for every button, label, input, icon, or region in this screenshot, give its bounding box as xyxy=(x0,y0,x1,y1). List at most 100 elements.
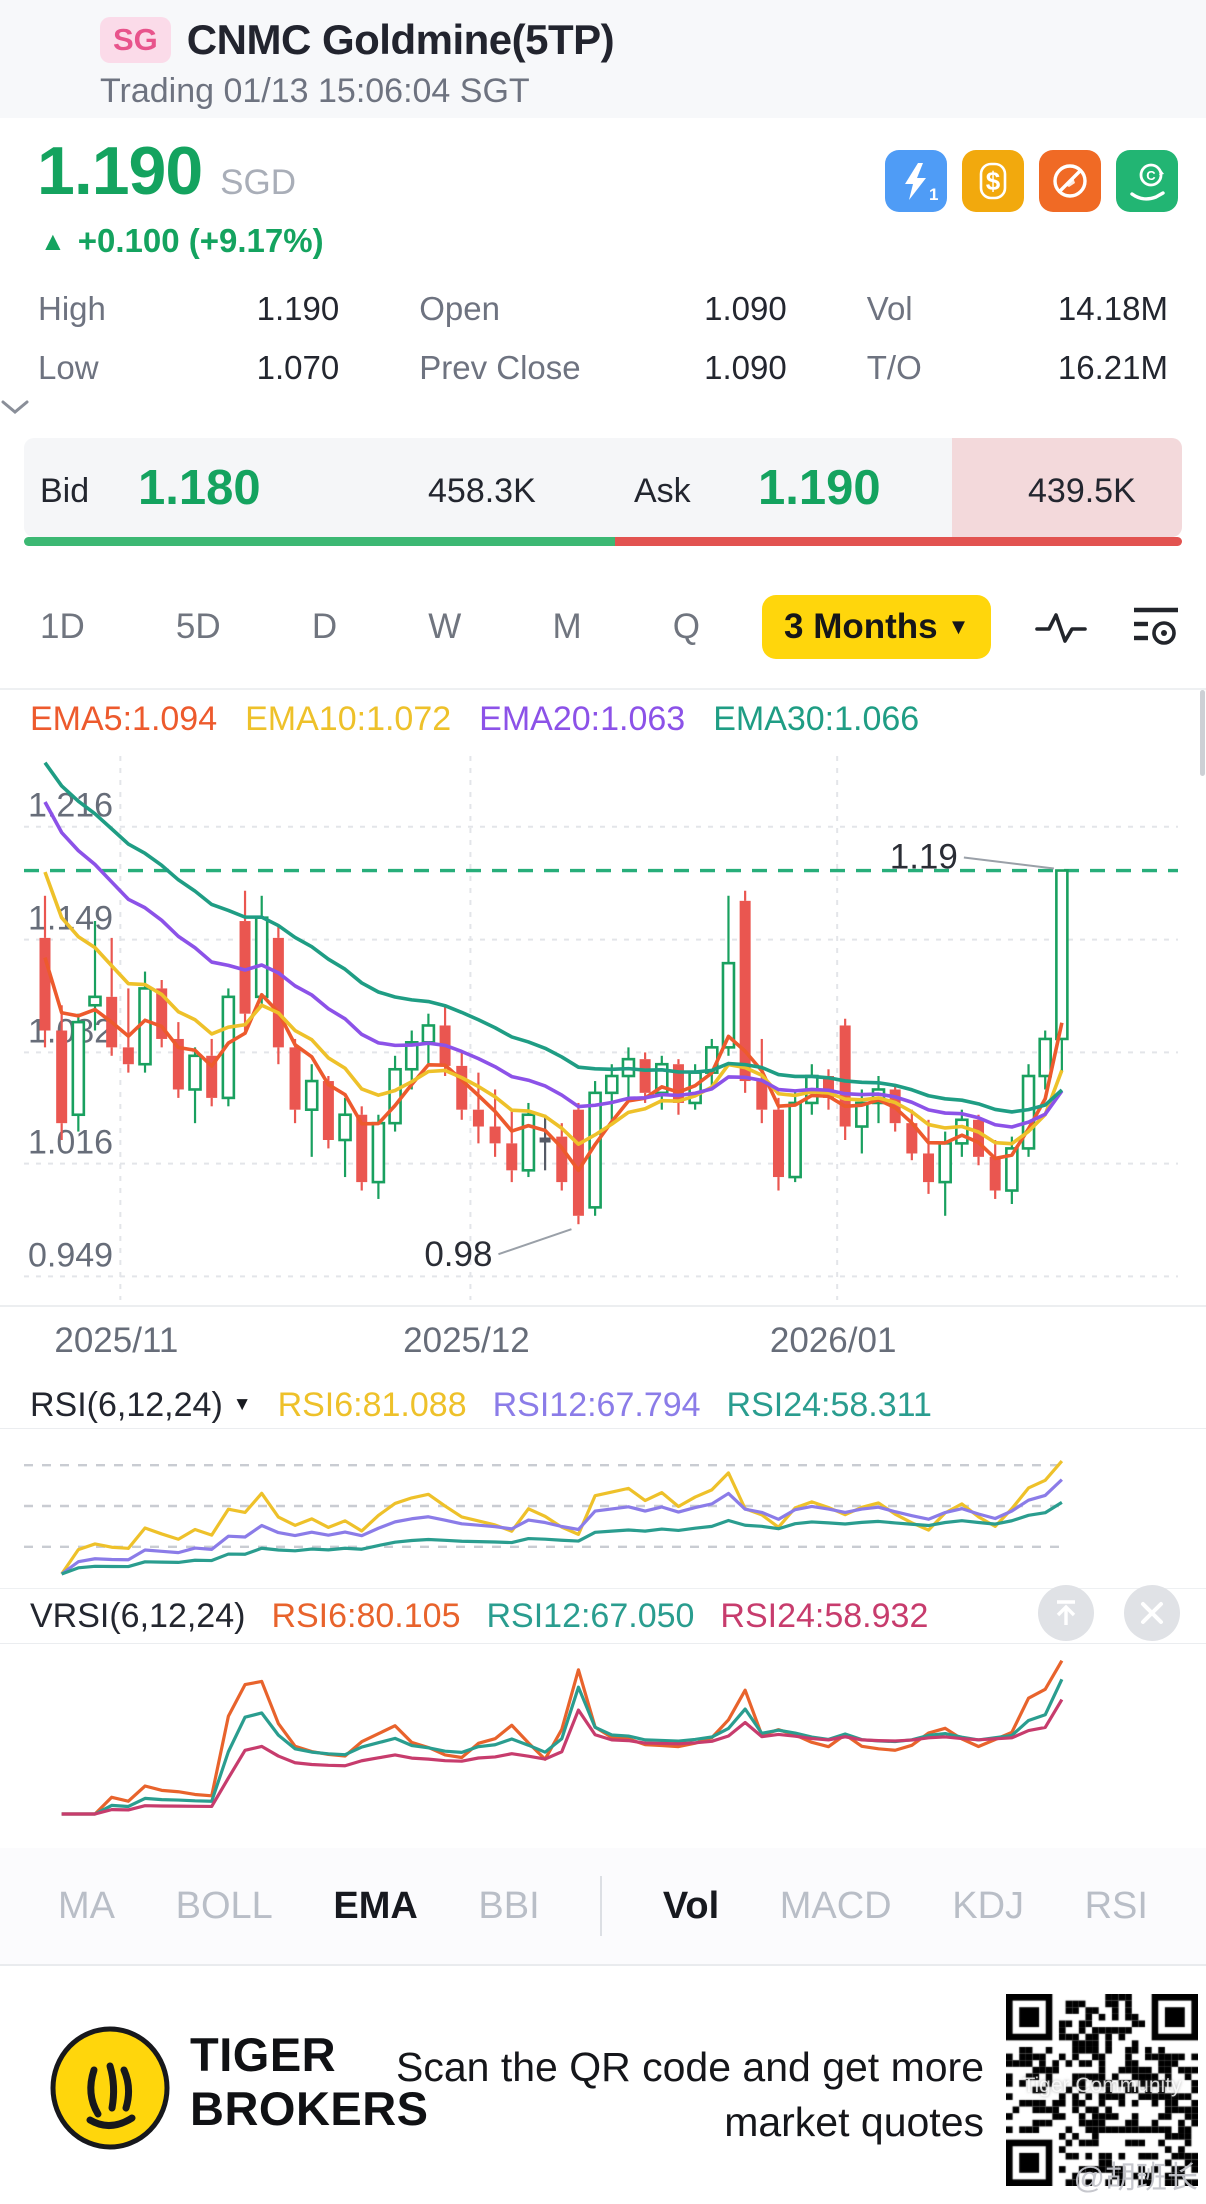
vrsi6-value: RSI6:80.105 xyxy=(271,1596,461,1635)
arrow-up-to-line-icon xyxy=(1056,1600,1076,1625)
tab-vol[interactable]: Vol xyxy=(662,1884,720,1927)
indicator-settings-button[interactable] xyxy=(1131,605,1181,649)
tab-quarter[interactable]: Q xyxy=(672,607,700,646)
rsi-chart[interactable] xyxy=(0,1432,1206,1584)
chevron-down-icon xyxy=(1,400,29,414)
quote-stats: High 1.190 Open 1.090 Vol 14.18M Low 1.070 P… xyxy=(38,290,1168,387)
caret-down-icon: ▼ xyxy=(947,614,970,639)
tab-bbi[interactable]: BBI xyxy=(478,1884,540,1927)
indicator-tab-bar: MA BOLL EMA BBI Vol MACD KDJ RSI xyxy=(0,1848,1206,1966)
line-chart-toggle-button[interactable] xyxy=(1035,609,1088,645)
svg-text:2025/12: 2025/12 xyxy=(403,1321,530,1360)
stat-label: Prev Close xyxy=(419,349,581,386)
svg-text:2025/11: 2025/11 xyxy=(54,1321,178,1360)
stat-value: 1.090 xyxy=(704,290,787,327)
dollar-badge-icon[interactable]: $ xyxy=(962,150,1024,212)
app-header: SG CNMC Goldmine(5TP) Trading 01/13 15:0… xyxy=(0,0,1206,118)
stat-value: 16.21M xyxy=(1057,349,1168,386)
bid-ratio-segment xyxy=(24,537,615,546)
page-title: CNMC Goldmine(5TP) xyxy=(186,16,615,63)
bid-price: 1.180 xyxy=(138,461,261,515)
stat-label: Low xyxy=(38,349,99,386)
bid-ask-bar[interactable]: Bid 1.180 458.3K Ask 1.190 439.5K xyxy=(0,438,1206,548)
stat-label: Vol xyxy=(866,290,913,327)
svg-text:1.149: 1.149 xyxy=(28,900,113,938)
stat-value: 14.18M xyxy=(1057,290,1168,327)
market-badge: SG xyxy=(100,17,171,63)
ema10-value: EMA10:1.072 xyxy=(245,699,452,738)
stat-value: 1.070 xyxy=(256,349,340,386)
coin-hand-badge-icon[interactable]: C xyxy=(1116,150,1178,212)
tab-boll[interactable]: BOLL xyxy=(175,1884,273,1927)
price-change: +0.100 (+9.17%) xyxy=(77,222,324,259)
up-arrow-icon: ▲ xyxy=(40,225,66,256)
period-dropdown[interactable]: 3 Months ▼ xyxy=(762,595,992,659)
tab-day[interactable]: D xyxy=(311,607,338,646)
qr-code xyxy=(1006,1994,1198,2186)
svg-text:0.98: 0.98 xyxy=(424,1235,492,1274)
trading-status: Trading 01/13 15:06:04 SGT xyxy=(100,72,530,110)
tab-5d[interactable]: 5D xyxy=(175,607,221,646)
ask-price: 1.190 xyxy=(758,461,881,515)
tab-divider xyxy=(600,1876,603,1936)
tab-kdj[interactable]: KDJ xyxy=(952,1884,1025,1927)
qr-watermark: Tiger Community xyxy=(1022,2074,1182,2097)
rsi24-value: RSI24:58.311 xyxy=(726,1385,932,1424)
ask-ratio-segment xyxy=(614,537,1182,546)
svg-text:$: $ xyxy=(986,166,1001,196)
period-dropdown-label: 3 Months xyxy=(784,607,938,646)
vrsi24-value: RSI24:58.932 xyxy=(720,1596,929,1635)
svg-text:0.949: 0.949 xyxy=(28,1236,113,1274)
ask-size-highlight xyxy=(952,438,1182,537)
currency-label: SGD xyxy=(220,163,297,202)
tab-ma[interactable]: MA xyxy=(58,1884,115,1927)
svg-text:1.016: 1.016 xyxy=(28,1124,113,1162)
bid-ask-background xyxy=(24,438,1182,537)
rsi6-value: RSI6:81.088 xyxy=(277,1385,467,1424)
candlestick-chart[interactable]: 1.216 1.149 1.082 1.016 0.949 2025/11 2025/12 2… xyxy=(0,748,1206,1370)
tab-week[interactable]: W xyxy=(428,607,462,646)
tab-1d[interactable]: 1D xyxy=(40,607,85,646)
bid-label: Bid xyxy=(40,472,90,510)
tiger-brokers-logo xyxy=(50,2026,170,2150)
expand-stats-button[interactable] xyxy=(0,400,1206,414)
caret-down-icon: ▼ xyxy=(232,1394,252,1415)
bid-ask-ratio-bar xyxy=(24,537,1182,546)
footer-tagline: Scan the QR code and get more market quo… xyxy=(395,2044,984,2145)
move-pane-up-button[interactable] xyxy=(1038,1585,1094,1641)
vrsi-legend: VRSI(6,12,24) RSI6:80.105 RSI12:67.050 R… xyxy=(0,1585,1206,1644)
close-pane-button[interactable] xyxy=(1124,1585,1180,1641)
vrsi12-value: RSI12:67.050 xyxy=(486,1596,695,1635)
period-tab-bar: 1D 5D D W M Q 3 Months ▼ xyxy=(0,568,1206,690)
vrsi-label: VRSI(6,12,24) xyxy=(30,1596,246,1635)
restricted-badge-icon[interactable] xyxy=(1039,150,1101,212)
tab-macd[interactable]: MACD xyxy=(779,1884,892,1927)
quote-panel: 1.190 SGD ▲ +0.100 (+9.17%) 1 $ C High 1.… xyxy=(0,118,1206,438)
scrollbar-hint[interactable] xyxy=(1200,690,1205,776)
ema30-value: EMA30:1.066 xyxy=(713,699,920,738)
svg-text:1.19: 1.19 xyxy=(890,838,958,877)
last-price: 1.190 xyxy=(37,133,203,209)
tab-month[interactable]: M xyxy=(552,607,582,646)
tab-ema[interactable]: EMA xyxy=(333,1884,418,1927)
tab-rsi[interactable]: RSI xyxy=(1084,1884,1148,1927)
bid-size: 458.3K xyxy=(428,472,536,510)
stat-value: 1.190 xyxy=(256,290,340,327)
brand-name: TIGER BROKERS xyxy=(190,2028,429,2135)
settings-list-icon xyxy=(1134,607,1179,645)
user-watermark: @胡班长 xyxy=(1073,2160,1198,2195)
pulse-line-icon xyxy=(1035,613,1088,643)
ema5-value: EMA5:1.094 xyxy=(30,699,218,738)
close-icon xyxy=(1141,1602,1163,1624)
vrsi-chart[interactable] xyxy=(0,1646,1206,1824)
rsi12-value: RSI12:67.794 xyxy=(492,1385,701,1424)
svg-text:2026/01: 2026/01 xyxy=(770,1321,897,1360)
rsi-indicator-dropdown[interactable]: RSI(6,12,24) ▼ xyxy=(30,1386,252,1425)
svg-text:1: 1 xyxy=(929,185,938,204)
lightning-order-icon[interactable]: 1 xyxy=(885,150,947,212)
promo-footer: TIGER BROKERS Scan the QR code and get m… xyxy=(0,1966,1206,2204)
stat-label: T/O xyxy=(866,349,922,386)
rsi-label: RSI(6,12,24) xyxy=(30,1385,223,1424)
ema20-value: EMA20:1.063 xyxy=(479,699,686,738)
rsi-legend: RSI(6,12,24) ▼ RSI6:81.088 RSI12:67.794 … xyxy=(0,1382,1206,1429)
